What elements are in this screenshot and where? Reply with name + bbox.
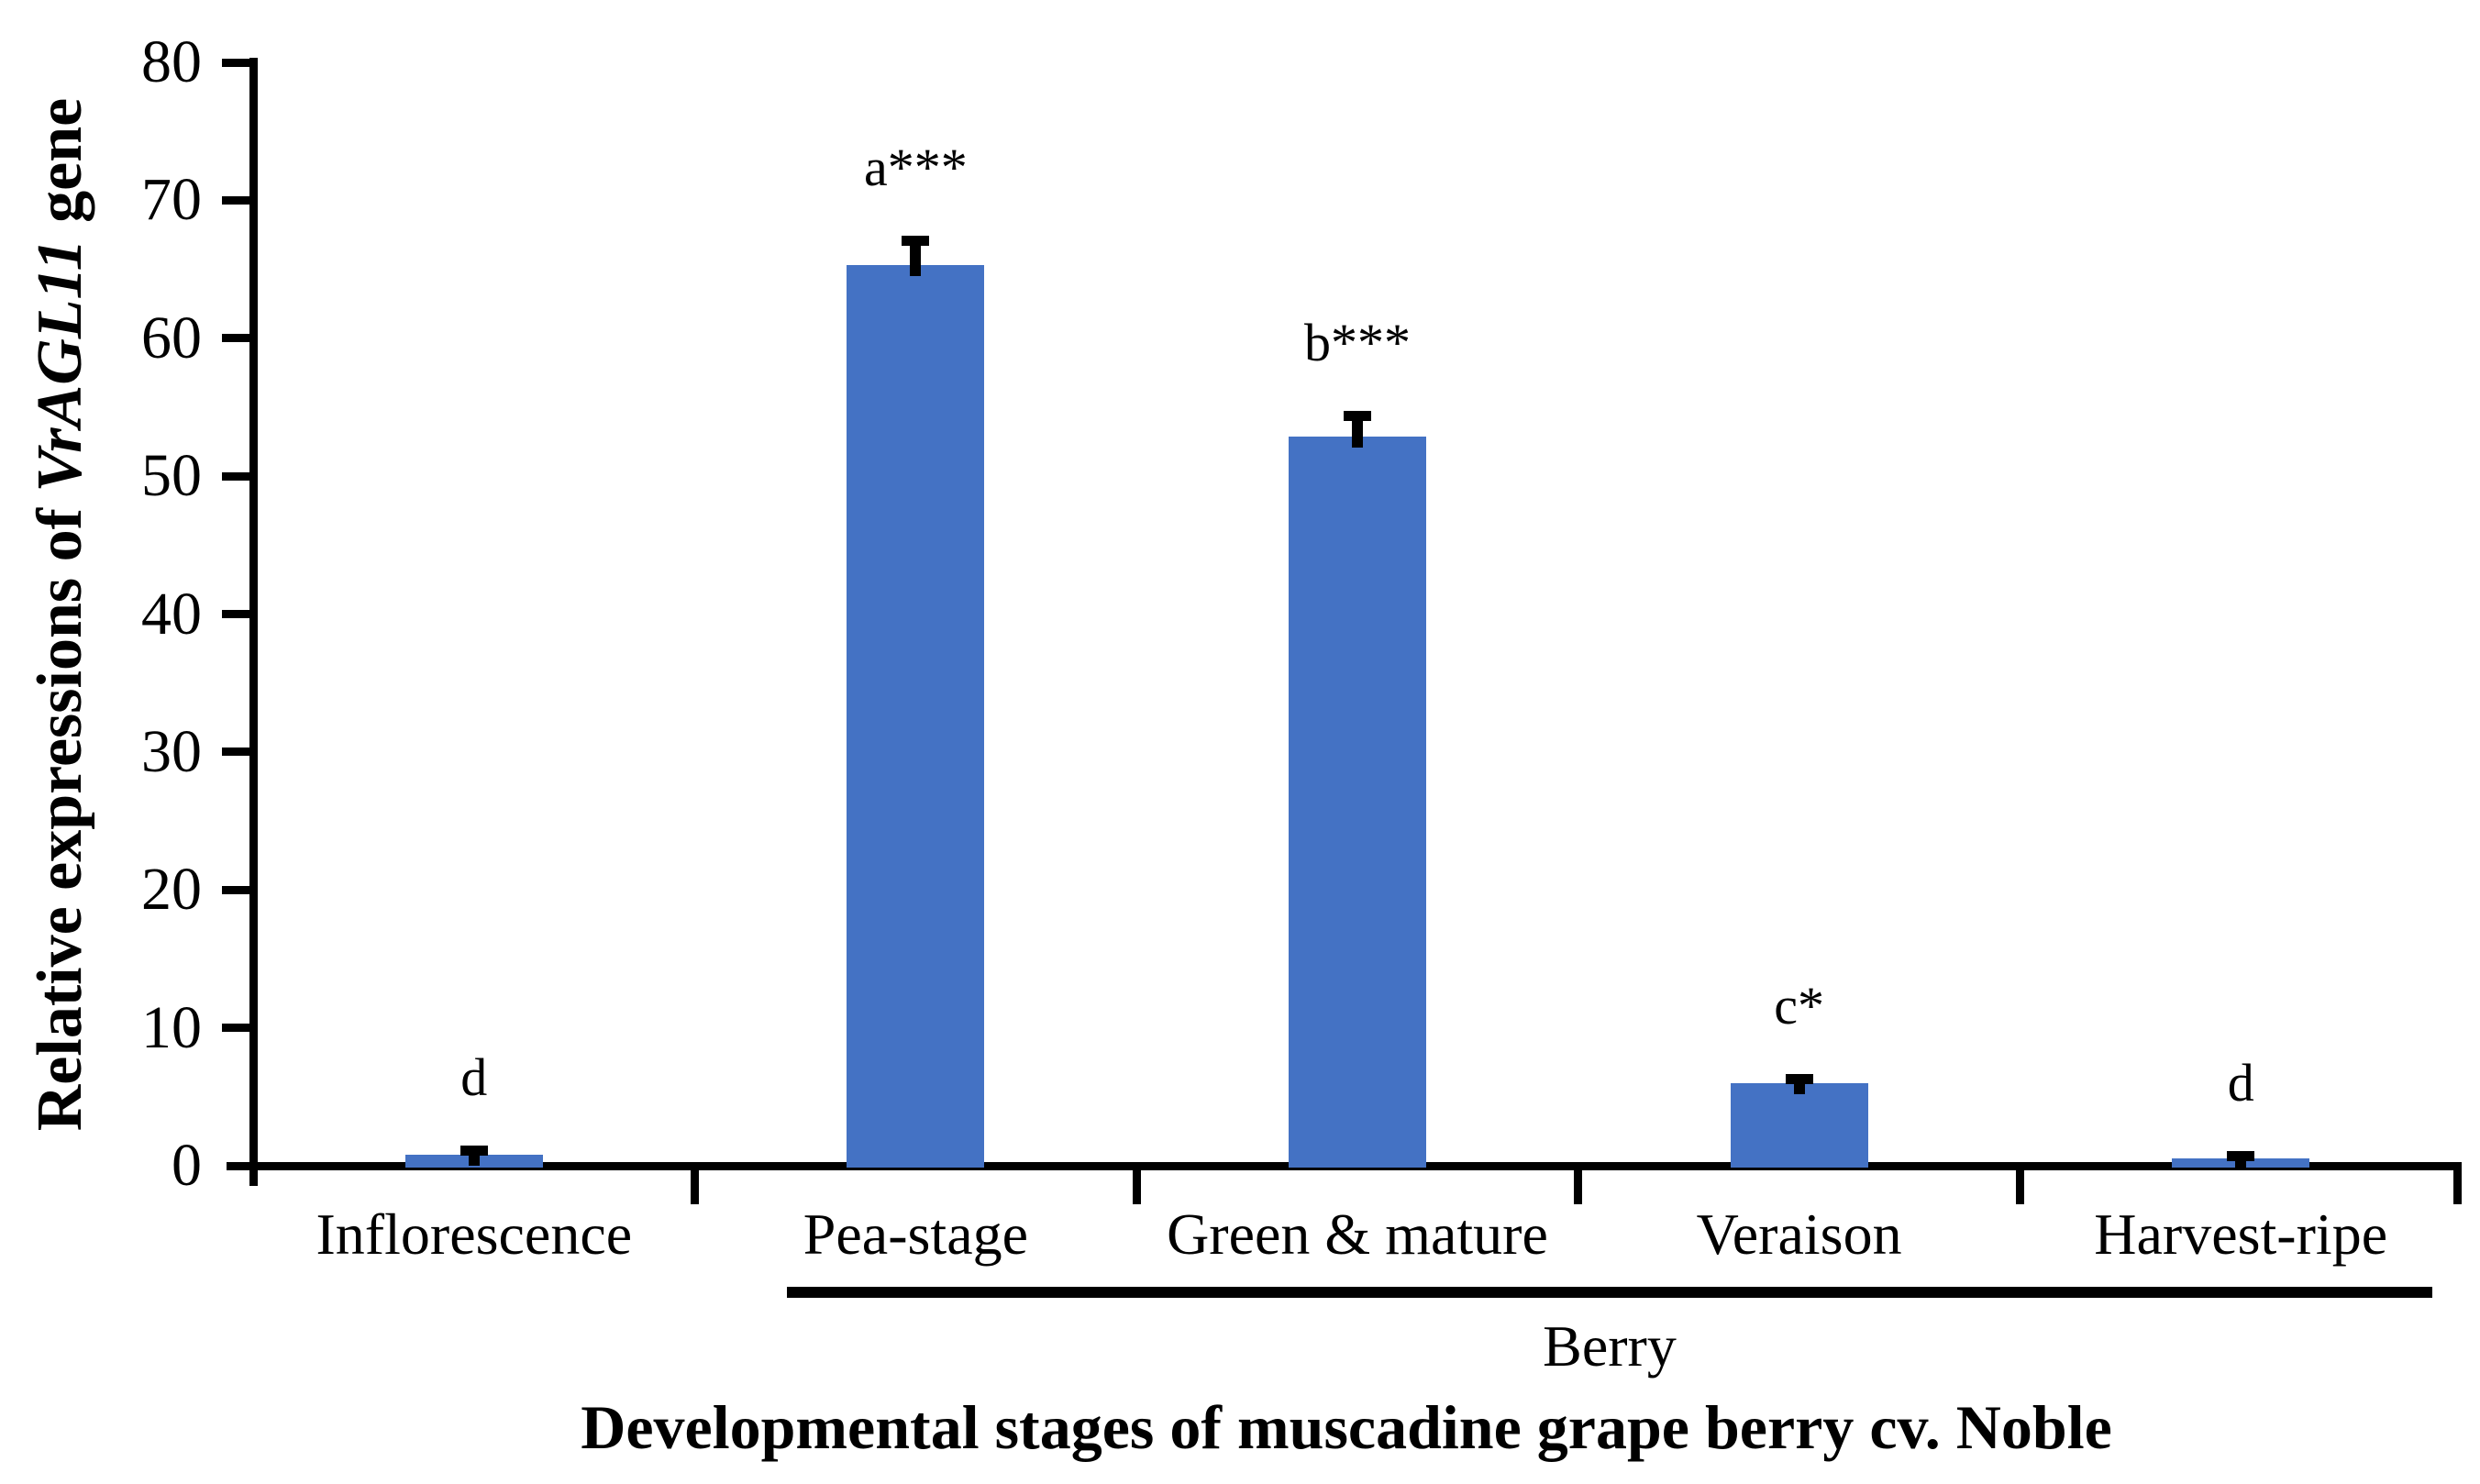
- category-label: Harvest-ripe: [2094, 1202, 2388, 1267]
- bar: [847, 265, 985, 1168]
- error-bar-stem: [1352, 418, 1363, 448]
- x-axis-end-tick: [2453, 1161, 2462, 1204]
- y-tick-label: 20: [141, 856, 202, 924]
- significance-label: a***: [864, 137, 968, 197]
- x-tick: [691, 1161, 700, 1204]
- y-tick-label: 50: [141, 442, 202, 510]
- group-label: Berry: [1543, 1313, 1677, 1379]
- error-bar-cap: [902, 235, 930, 246]
- error-bar-cap: [459, 1145, 488, 1156]
- group-underline: [787, 1287, 2432, 1298]
- y-tick: [221, 195, 249, 205]
- bar: [1289, 436, 1426, 1168]
- x-tick: [1574, 1161, 1583, 1204]
- y-axis-line: [249, 58, 258, 1186]
- error-bar-stem: [468, 1153, 480, 1166]
- error-bar-cap: [2227, 1150, 2255, 1161]
- y-tick-label: 0: [172, 1132, 202, 1199]
- category-label: Veraison: [1696, 1202, 1902, 1267]
- y-tick-label: 40: [141, 580, 202, 648]
- x-tick: [1132, 1161, 1141, 1204]
- significance-label: c*: [1774, 975, 1824, 1035]
- bar: [1730, 1082, 1868, 1168]
- category-label: Green & mature: [1167, 1202, 1548, 1267]
- y-tick: [221, 58, 249, 67]
- y-tick: [221, 885, 249, 894]
- error-bar-cap: [1344, 410, 1371, 421]
- error-bar-cap: [1785, 1073, 1813, 1084]
- error-bar-stem: [2235, 1158, 2247, 1170]
- x-tick: [2015, 1161, 2024, 1204]
- y-tick: [221, 610, 249, 618]
- y-tick-label: 60: [141, 304, 202, 371]
- error-bar-stem: [1793, 1081, 1805, 1094]
- y-tick-label: 80: [141, 28, 202, 95]
- significance-label: b***: [1304, 312, 1411, 372]
- x-axis-title: Developmental stages of muscadine grape …: [581, 1392, 2112, 1462]
- significance-label: d: [460, 1047, 488, 1107]
- significance-label: d: [2227, 1052, 2254, 1113]
- y-tick-label: 10: [141, 993, 202, 1061]
- y-tick: [221, 334, 249, 343]
- y-tick: [221, 748, 249, 757]
- category-label: Inflorescence: [316, 1202, 633, 1267]
- y-tick: [221, 1024, 249, 1033]
- y-tick-label: 70: [141, 166, 202, 234]
- category-label: Pea-stage: [803, 1202, 1028, 1267]
- y-tick-label: 30: [141, 717, 202, 785]
- error-bar-stem: [910, 243, 922, 277]
- y-tick: [221, 471, 249, 481]
